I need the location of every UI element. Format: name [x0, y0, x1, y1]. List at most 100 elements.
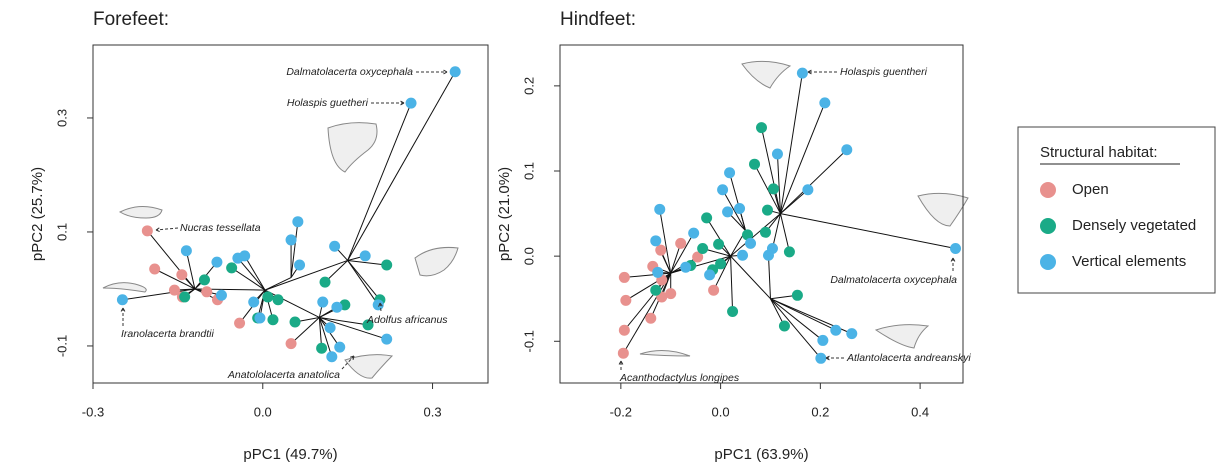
point [198, 274, 210, 286]
point [796, 67, 808, 79]
tree-edge [290, 317, 320, 345]
silhouettes [102, 60, 969, 379]
y-axis-label: pPC2 (21.0%) [496, 167, 513, 261]
point [727, 305, 739, 317]
arrow-head [400, 100, 405, 106]
annotation: Iranolacerta brandtii [121, 328, 214, 340]
tree-edge [670, 232, 695, 274]
point [650, 235, 662, 247]
legend-swatch [1040, 182, 1056, 198]
point [708, 284, 720, 296]
point [692, 251, 704, 263]
point [201, 286, 213, 298]
point [756, 122, 767, 134]
annotation: Dalmatolacerta oxycephala [286, 66, 413, 78]
y-tick-label: 0.3 [54, 109, 69, 127]
x-tick-label: 0.3 [424, 404, 442, 419]
point [841, 144, 853, 156]
point [317, 296, 329, 308]
annotation: Holaspis guentheri [840, 66, 928, 78]
point [234, 317, 246, 329]
point [652, 266, 664, 278]
y-tick-label: 0.2 [521, 77, 536, 95]
tree-edge [780, 213, 956, 249]
point [226, 262, 238, 274]
annotation-arrow [379, 302, 382, 312]
tree-edge [761, 127, 781, 214]
point [715, 258, 727, 270]
point [802, 184, 814, 196]
point [294, 259, 306, 271]
tree-edge [754, 163, 781, 214]
point [791, 289, 803, 301]
tree-edge [770, 298, 822, 359]
point [149, 263, 161, 275]
y-tick-label: 0.1 [521, 162, 536, 180]
tree-edge [122, 288, 195, 301]
tree-edge [779, 213, 790, 253]
annotation: Nucras tessellata [180, 222, 261, 234]
point [211, 256, 223, 268]
point [620, 294, 632, 306]
point [680, 261, 692, 273]
tree-edge [776, 153, 781, 214]
point [771, 148, 783, 160]
tree-edge [290, 221, 299, 278]
y-tick-label: 0.0 [521, 247, 536, 265]
tree-edge [264, 289, 320, 318]
point [176, 269, 188, 281]
legend-swatch [1040, 254, 1056, 270]
point [783, 246, 795, 258]
point [359, 250, 371, 262]
tree-edge [347, 102, 412, 261]
tree-edge [319, 316, 387, 340]
arrow-head [950, 257, 956, 262]
point [372, 299, 384, 311]
tree-edge [318, 317, 333, 357]
x-tick-label: 0.0 [712, 404, 730, 419]
point [331, 301, 343, 313]
point [724, 167, 736, 179]
point [405, 97, 417, 109]
annotation: Atlantolacerta andreanskyi [846, 352, 971, 364]
tree-edge [713, 255, 732, 291]
tree-edge [185, 250, 196, 290]
point [778, 320, 790, 332]
tree-edge [780, 189, 809, 214]
point [762, 249, 774, 261]
annotation-arrow [341, 355, 355, 370]
arrow-head [378, 302, 383, 307]
point [749, 158, 761, 170]
tree-edge [767, 255, 771, 299]
point [319, 276, 331, 288]
annotation: Holaspis guetheri [287, 97, 369, 109]
point [654, 203, 666, 215]
arrow-head [807, 69, 812, 75]
legend-label: Densely vegetated [1072, 217, 1196, 234]
point [285, 234, 297, 246]
point [701, 212, 713, 224]
tree-edge [622, 272, 672, 354]
legend: Structural habitat: Open Densely vegetate… [1017, 126, 1216, 294]
point [334, 341, 346, 353]
x-axis-label: pPC1 (49.7%) [243, 446, 337, 463]
legend-swatch [1040, 218, 1056, 234]
point [316, 342, 328, 354]
point [655, 244, 667, 256]
arrow-head [350, 355, 355, 361]
tree-edge [264, 259, 348, 291]
tree-edge [771, 213, 781, 249]
point [449, 66, 461, 78]
point [168, 284, 180, 296]
arrow-head [825, 355, 830, 361]
tree-edge [347, 259, 387, 266]
point [329, 240, 341, 252]
tree-edge [722, 189, 746, 231]
point [645, 312, 657, 324]
annotation: Dalmatolacerta oxycephala [830, 274, 957, 286]
point [180, 245, 192, 257]
point [675, 237, 687, 249]
tree-edge [347, 260, 381, 301]
tree-edge [347, 71, 456, 261]
point [262, 291, 274, 303]
